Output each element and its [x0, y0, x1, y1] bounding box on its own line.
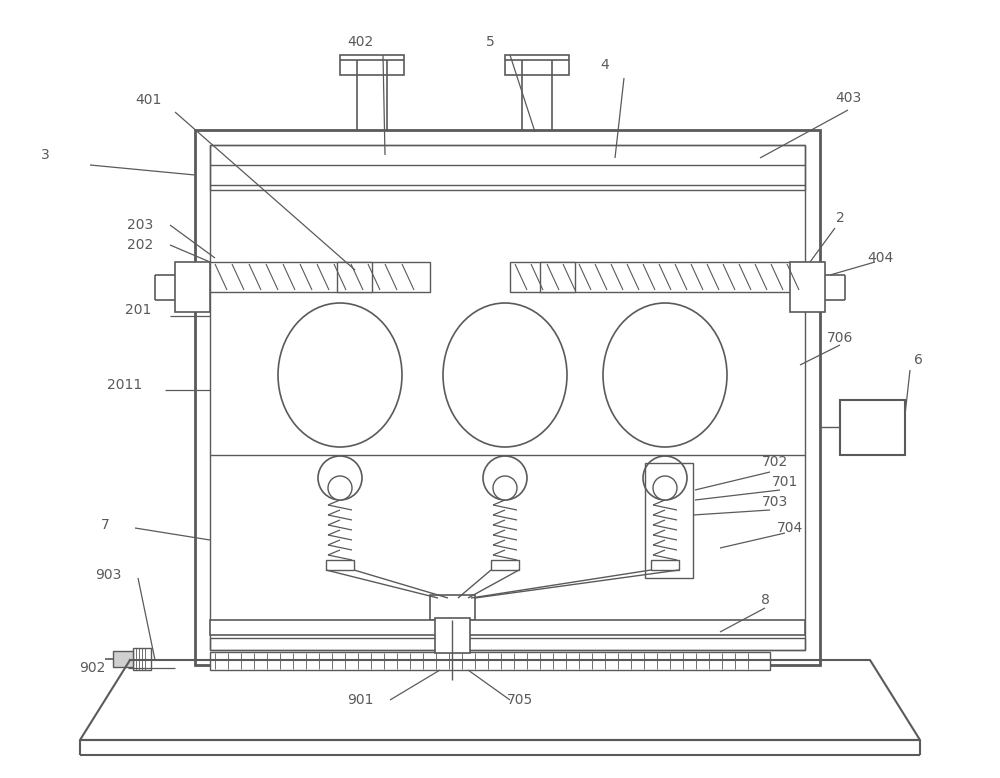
Text: 5: 5	[486, 35, 494, 49]
Bar	[540, 262, 575, 292]
Text: 403: 403	[835, 91, 861, 105]
Bar	[510, 262, 805, 292]
Bar	[210, 638, 805, 650]
Bar	[210, 145, 805, 190]
Text: 203: 203	[127, 218, 153, 232]
Text: 703: 703	[762, 495, 788, 509]
Bar	[491, 560, 519, 570]
Bar	[210, 620, 805, 635]
Text: 704: 704	[777, 521, 803, 535]
Bar	[430, 595, 475, 620]
Text: 2: 2	[836, 211, 844, 225]
Ellipse shape	[603, 303, 727, 447]
Bar	[210, 145, 805, 650]
Ellipse shape	[318, 456, 362, 500]
Text: 705: 705	[507, 693, 533, 707]
Text: 901: 901	[347, 693, 373, 707]
Bar	[195, 130, 820, 665]
Bar	[645, 463, 693, 578]
Ellipse shape	[443, 303, 567, 447]
Bar	[651, 560, 679, 570]
Bar	[340, 55, 404, 75]
Text: 401: 401	[135, 93, 161, 107]
Text: 201: 201	[125, 303, 151, 317]
Text: 903: 903	[95, 568, 121, 582]
Bar	[133, 648, 151, 670]
Text: 404: 404	[867, 251, 893, 265]
Text: 701: 701	[772, 475, 798, 489]
Ellipse shape	[483, 456, 527, 500]
Ellipse shape	[653, 476, 677, 500]
Text: 6: 6	[914, 353, 922, 367]
Text: 702: 702	[762, 455, 788, 469]
Ellipse shape	[278, 303, 402, 447]
Text: 8: 8	[761, 593, 769, 607]
Bar	[326, 560, 354, 570]
Bar	[210, 262, 430, 292]
Ellipse shape	[493, 476, 517, 500]
Text: 902: 902	[79, 661, 105, 675]
Text: 4: 4	[601, 58, 609, 72]
Bar	[337, 262, 372, 292]
Ellipse shape	[643, 456, 687, 500]
Text: 3: 3	[41, 148, 49, 162]
Bar	[505, 55, 569, 75]
Text: 706: 706	[827, 331, 853, 345]
Text: 402: 402	[347, 35, 373, 49]
Text: 7: 7	[101, 518, 109, 532]
Text: 202: 202	[127, 238, 153, 252]
Bar	[790, 262, 825, 312]
Text: 2011: 2011	[107, 378, 143, 392]
Ellipse shape	[328, 476, 352, 500]
Bar	[175, 262, 210, 312]
Bar	[435, 618, 470, 653]
Bar	[113, 651, 133, 667]
Bar	[840, 400, 905, 455]
Bar	[210, 652, 770, 670]
